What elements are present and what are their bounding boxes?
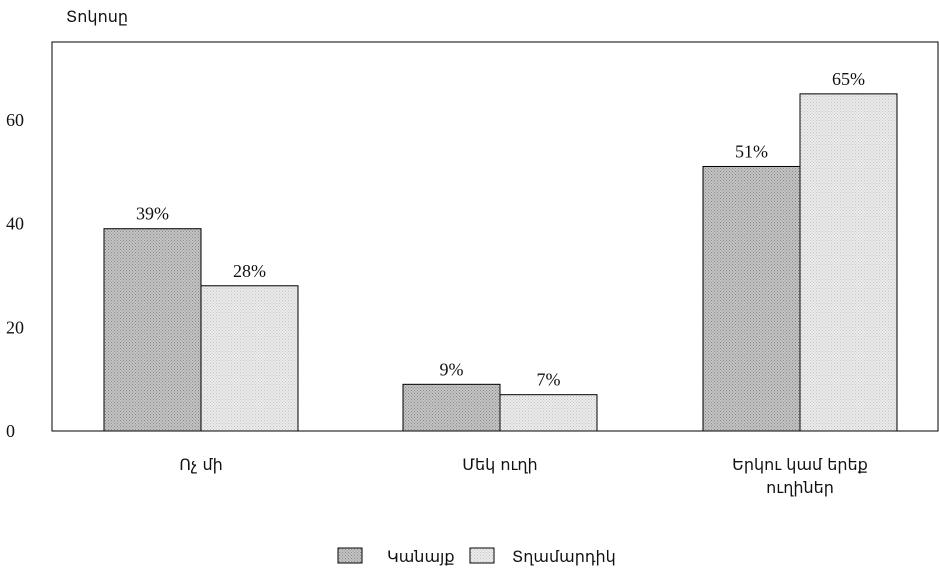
y-tick-label: 20: [6, 317, 24, 337]
legend-label: Կանայք: [387, 547, 455, 566]
bars-group: [103, 93, 898, 432]
y-tick-labels: 0 20 40 60: [6, 110, 24, 441]
data-label: 7%: [537, 370, 561, 390]
bar: [702, 165, 801, 432]
data-label: 28%: [233, 261, 266, 281]
data-label: 39%: [136, 204, 169, 224]
y-tick-label: 40: [6, 214, 24, 234]
bar: [499, 394, 598, 432]
data-label: 51%: [735, 141, 768, 161]
bar: [103, 228, 202, 432]
category-label: ուղիներ: [766, 478, 834, 497]
data-label: 65%: [832, 69, 865, 89]
category-label: Մեկ ուղի: [462, 455, 537, 474]
legend-swatch: [337, 547, 363, 564]
bar: [799, 93, 898, 432]
category-label: Երկու կամ երեք: [732, 455, 868, 474]
legend-label: Տղամարդիկ: [512, 547, 616, 566]
legend-swatch: [469, 547, 495, 564]
bar: [402, 383, 501, 432]
y-axis-label: Տոկոսը: [66, 7, 128, 26]
category-labels: Ոչ մի Մեկ ուղի Երկու կամ երեք ուղիներ: [179, 455, 868, 497]
y-tick-label: 0: [6, 421, 15, 441]
legend: Կանայք Տղամարդիկ: [337, 547, 616, 566]
category-label: Ոչ մի: [179, 455, 223, 474]
data-label: 9%: [440, 359, 464, 379]
data-labels-group: 39% 28% 9% 7% 51% 65%: [136, 69, 865, 390]
y-tick-label: 60: [6, 110, 24, 130]
bar: [200, 285, 299, 432]
